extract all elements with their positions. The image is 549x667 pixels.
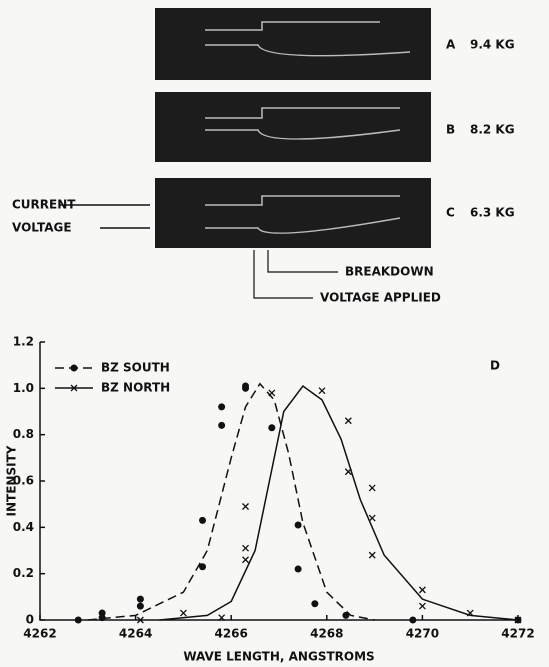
y-tick-label: 0.4 bbox=[13, 520, 34, 534]
data-point bbox=[268, 424, 275, 431]
x-tick-label: 4266 bbox=[214, 627, 247, 641]
scope-photo bbox=[155, 92, 431, 162]
x-tick-label: 4268 bbox=[310, 627, 343, 641]
data-point bbox=[295, 522, 302, 529]
x-tick-label: 4272 bbox=[501, 627, 534, 641]
left-label: CURRENT bbox=[12, 198, 76, 212]
data-point bbox=[199, 517, 206, 524]
data-point bbox=[342, 612, 349, 619]
data-point bbox=[311, 600, 318, 607]
data-point bbox=[295, 566, 302, 573]
y-tick-label: 1.2 bbox=[13, 335, 34, 349]
panel-field: 9.4 KG bbox=[470, 38, 515, 52]
data-point bbox=[75, 617, 82, 624]
y-tick-label: 0.2 bbox=[13, 566, 34, 580]
data-point bbox=[137, 603, 144, 610]
scope-photo bbox=[155, 8, 431, 80]
y-tick-label: 0.8 bbox=[13, 427, 34, 441]
scope-photo bbox=[155, 178, 431, 248]
figure: CURRENT VOLTAGE BREAKDOWN VOLTAGE APPLIE… bbox=[0, 0, 549, 667]
panel-field: 6.3 KG bbox=[470, 206, 515, 220]
panel-letter: A bbox=[446, 38, 456, 52]
panel-field: 8.2 KG bbox=[470, 123, 515, 137]
legend-marker bbox=[71, 365, 78, 372]
annotation: D bbox=[490, 359, 500, 373]
y-tick-label: 1.0 bbox=[13, 381, 34, 395]
data-point bbox=[137, 596, 144, 603]
x-tick-label: 4264 bbox=[119, 627, 152, 641]
data-point bbox=[99, 614, 106, 621]
legend-label: BZ SOUTH bbox=[101, 361, 170, 375]
x-tick-label: 4270 bbox=[406, 627, 439, 641]
x-axis-label: WAVE LENGTH, ANGSTROMS bbox=[183, 650, 374, 664]
data-point bbox=[409, 617, 416, 624]
breakdown-label: BREAKDOWN bbox=[345, 265, 434, 279]
x-tick-label: 4262 bbox=[23, 627, 56, 641]
panel-letter: C bbox=[446, 206, 455, 220]
panel-letter: B bbox=[446, 123, 455, 137]
left-label: VOLTAGE bbox=[12, 221, 72, 235]
y-axis-label: INTENSITY bbox=[5, 445, 19, 516]
y-tick-label: 0 bbox=[26, 613, 34, 627]
voltage-applied-label: VOLTAGE APPLIED bbox=[320, 291, 441, 305]
data-point bbox=[199, 563, 206, 570]
legend-label: BZ NORTH bbox=[101, 381, 170, 395]
data-point bbox=[218, 403, 225, 410]
data-point bbox=[242, 383, 249, 390]
data-point bbox=[218, 422, 225, 429]
